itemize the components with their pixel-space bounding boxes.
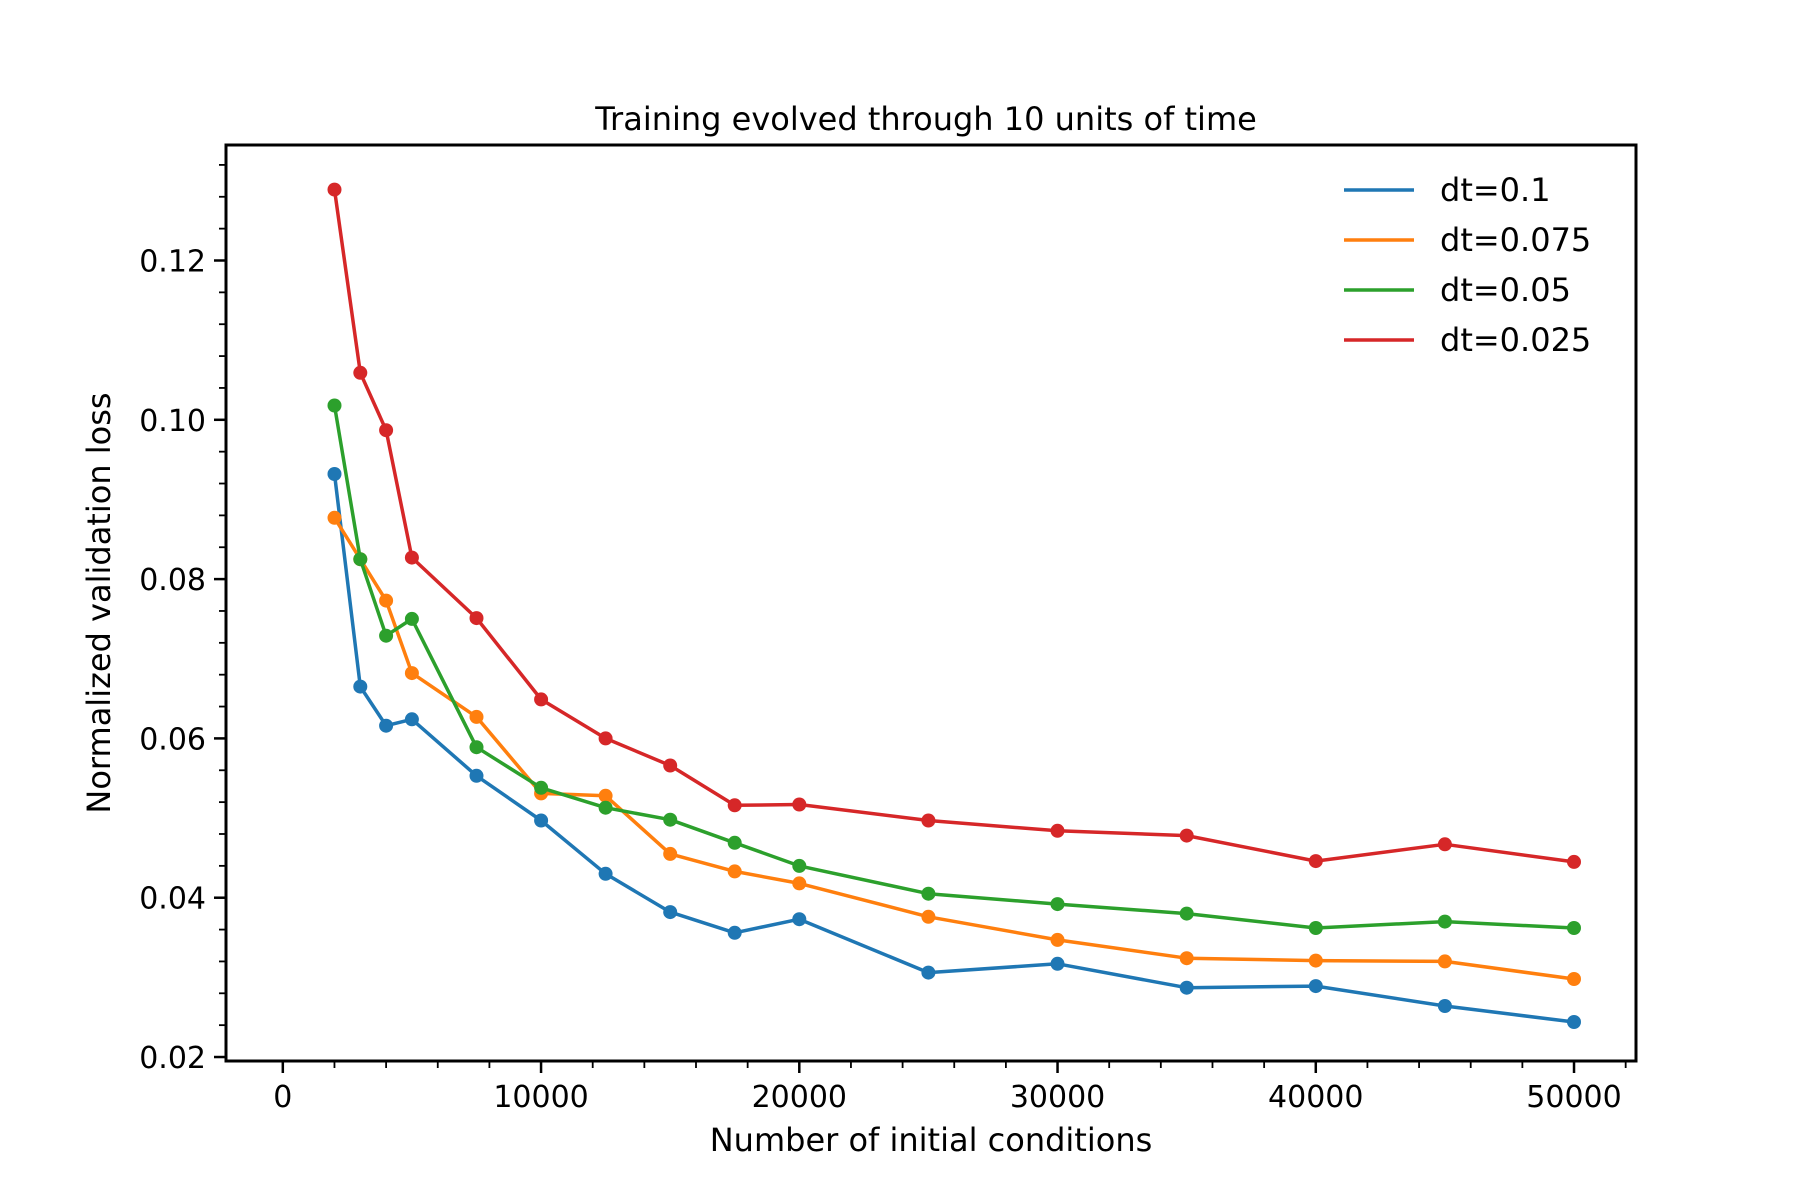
data-point [727,835,742,850]
data-point [379,593,394,608]
data-point [379,423,394,438]
data-point [1179,828,1194,843]
legend-label: dt=0.075 [1440,221,1591,259]
x-tick-label: 30000 [1010,1080,1105,1115]
y-tick-label: 0.04 [139,882,206,917]
legend-label: dt=0.05 [1440,271,1571,309]
data-point [404,712,419,727]
data-point [792,858,807,873]
data-point [1567,854,1581,869]
y-tick-label: 0.12 [139,244,206,279]
data-point [469,768,484,783]
data-point [534,813,549,828]
data-point [534,780,549,795]
data-point [792,876,807,891]
data-point [792,912,807,927]
data-point [353,365,368,380]
x-axis-label: Number of initial conditions [710,1121,1153,1159]
data-point [1308,854,1323,869]
data-point [727,798,742,813]
x-tick-label: 10000 [493,1080,588,1115]
data-point [663,905,678,920]
data-point [1308,979,1323,994]
data-point [1050,956,1065,971]
data-point [327,510,342,525]
series-line-0 [332,472,1576,1024]
x-tick-label: 0 [273,1080,292,1115]
x-tick-label: 20000 [752,1080,847,1115]
y-tick-label: 0.06 [139,722,206,757]
chart-title: Training evolved through 10 units of tim… [594,100,1257,138]
data-point [598,731,613,746]
data-point [792,797,807,812]
data-point [921,886,936,901]
plot-series [327,182,1581,1029]
y-tick-label: 0.08 [139,563,206,598]
data-point [921,813,936,828]
x-tick-label: 40000 [1268,1080,1363,1115]
data-point [921,965,936,980]
series-line-3 [332,187,1576,864]
data-point [663,812,678,827]
data-point [921,909,936,924]
data-point [1179,951,1194,966]
data-point [663,758,678,773]
data-point [353,552,368,567]
data-point [1567,921,1581,935]
data-point [469,709,484,724]
data-point [379,718,394,733]
data-point [534,692,549,707]
y-tick-label: 0.10 [139,404,206,439]
data-point [1437,837,1452,852]
x-tick-label: 50000 [1526,1080,1621,1115]
data-point [353,679,368,694]
legend-label: dt=0.1 [1440,171,1551,209]
data-point [598,788,613,803]
data-point [1050,823,1065,838]
series-line-2 [332,403,1576,930]
legend-label: dt=0.025 [1440,321,1591,359]
data-point [404,550,419,565]
data-point [1567,972,1581,986]
data-point [404,666,419,681]
legend: dt=0.1 dt=0.075 dt=0.05 dt=0.025 [1344,171,1591,359]
data-point [327,182,342,197]
data-point [1179,980,1194,995]
data-point [327,467,342,481]
data-point [1050,932,1065,947]
data-point [379,628,394,643]
series-line-1 [332,516,1576,981]
y-axis: 0.02 0.04 0.06 0.08 0.10 0.12 [139,164,226,1076]
data-point [663,846,678,861]
data-point [1437,954,1452,969]
y-axis-label: Normalized validation loss [80,392,118,813]
data-point [727,925,742,940]
data-point [1437,999,1452,1013]
x-axis: 0 10000 20000 30000 40000 50000 [273,1061,1627,1115]
data-point [598,866,613,881]
data-point [1179,906,1194,921]
data-point [1308,921,1323,935]
data-point [1050,897,1065,912]
y-tick-label: 0.02 [139,1041,206,1076]
data-point [598,800,613,815]
data-point [404,611,419,626]
data-point [1437,914,1452,929]
data-point [1567,1015,1581,1029]
plot-frame [224,143,1638,1063]
data-point [727,864,742,879]
data-point [469,740,484,755]
data-point [469,611,484,626]
data-point [1308,953,1323,968]
data-point [327,398,342,413]
